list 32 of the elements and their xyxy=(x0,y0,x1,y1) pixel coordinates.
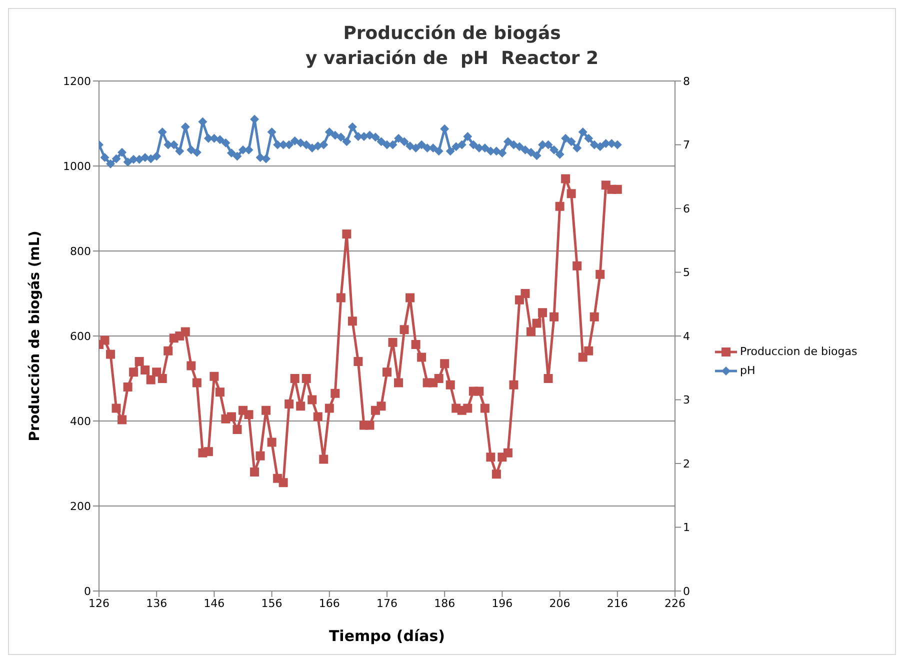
y-tick-label: 400 xyxy=(70,414,91,428)
y2-tick-label: 8 xyxy=(683,74,690,88)
x-tick-label: 186 xyxy=(434,596,456,610)
x-axis-title: Tiempo (días) xyxy=(328,627,446,645)
y2-tick-label: 3 xyxy=(683,394,690,407)
x-tick-label: 176 xyxy=(376,596,398,610)
y-tick-label: 800 xyxy=(70,244,91,258)
legend-label: Produccion de biogas xyxy=(740,345,858,358)
chart-title: Producción de biogás y variación de pH Reactor 2 xyxy=(304,22,600,71)
y2-tick-label: 0 xyxy=(683,584,690,598)
y2-tick-label: 1 xyxy=(683,521,690,534)
x-tick-label: 196 xyxy=(492,596,513,610)
x-tick-label: 126 xyxy=(88,596,110,610)
y-tick-label: 0 xyxy=(84,584,91,598)
y2-tick-label: 4 xyxy=(683,330,690,343)
y-tick-label: 1000 xyxy=(63,160,91,173)
y-tick-label: 600 xyxy=(70,330,91,343)
y2-tick-label: 2 xyxy=(683,457,690,470)
x-tick-label: 156 xyxy=(261,596,282,610)
y2-tick-label: 6 xyxy=(683,202,690,216)
x-tick-label: 146 xyxy=(204,596,225,610)
x-tick-label: 206 xyxy=(549,596,570,610)
x-tick-label: 216 xyxy=(606,596,628,610)
x-tick-label: 226 xyxy=(664,596,686,610)
y-tick-label: 1200 xyxy=(63,74,91,88)
legend-label: pH xyxy=(740,364,756,377)
y2-tick-label: 5 xyxy=(683,266,690,280)
y2-tick-label: 7 xyxy=(683,138,690,152)
y-axis-title: Producción de biogás (mL) xyxy=(26,230,43,442)
x-tick-label: 166 xyxy=(318,596,340,610)
y-tick-label: 200 xyxy=(70,500,91,513)
x-tick-label: 136 xyxy=(146,596,168,610)
